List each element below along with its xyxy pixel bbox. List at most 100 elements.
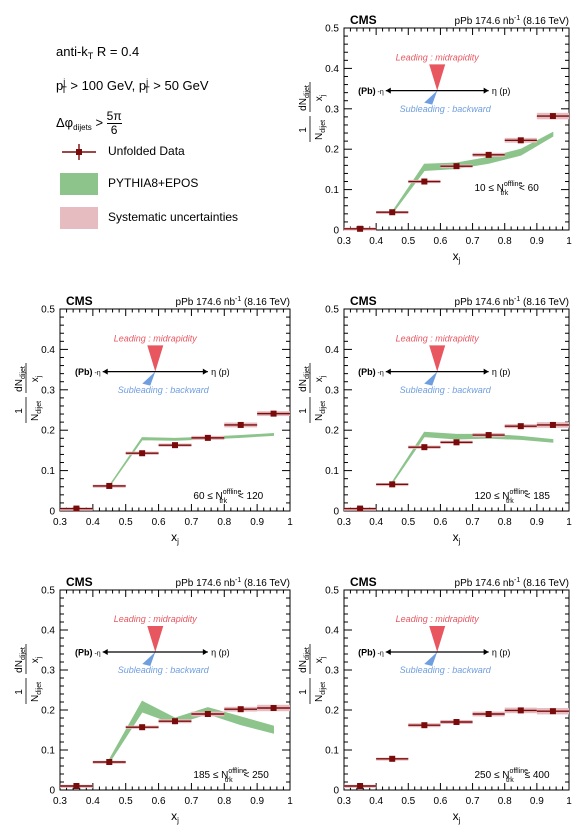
y-label-num: dNdijet xyxy=(14,647,27,673)
x-axis-label-sub: j xyxy=(458,537,461,546)
y-tick-label: 0 xyxy=(49,786,55,797)
model-band xyxy=(391,431,554,485)
data-point xyxy=(73,783,80,789)
sub-cut-sub: T xyxy=(144,85,150,95)
multiplicity-range-label: 185 ≤ Noffline trk < 250 xyxy=(193,768,269,784)
x-tick-label: 0.5 xyxy=(401,796,415,807)
y-label-num-sub: dijet xyxy=(20,647,27,660)
data-point xyxy=(517,137,524,144)
data-point xyxy=(453,163,460,170)
plot-frame xyxy=(343,308,570,512)
chart-panel-2: 0.3 0.4 0.5 0.6 0.7 0.8 0.9 1 0 0.1 0.2 0.3 0.4 0.5 xj… xyxy=(14,294,293,546)
lumi-label: pPb 174.6 nb-1 (8.16 TeV) xyxy=(455,296,569,308)
x-tick-label: 0.5 xyxy=(401,236,415,247)
lumi-label: pPb 174.6 nb-1 (8.16 TeV) xyxy=(176,577,290,589)
dphi-op: > xyxy=(95,114,104,130)
y-label-pre-num: 1 xyxy=(14,689,25,695)
data-point xyxy=(357,783,364,789)
data-point xyxy=(357,225,364,232)
leading-label: Leading : midrapidity xyxy=(114,333,198,343)
pb-label: (Pb) -η xyxy=(358,367,384,377)
data-point xyxy=(389,209,396,216)
chart-panel-3: 0.3 0.4 0.5 0.6 0.7 0.8 0.9 1 0 0.1 0.2 0.3 0.4 0.5 xj… xyxy=(298,294,572,546)
lumi-energy: (8.16 TeV) xyxy=(241,297,290,308)
eta-label: η (p) xyxy=(211,648,230,658)
minus-eta-label: -η xyxy=(93,651,101,658)
lumi-sup: -1 xyxy=(235,577,241,584)
y-label-den: xj xyxy=(314,375,327,382)
range-sup: offline xyxy=(509,489,528,496)
lumi-energy: (8.16 TeV) xyxy=(520,578,569,589)
dphi-den: 6 xyxy=(110,123,118,137)
y-label-pre-num: 1 xyxy=(298,689,309,695)
y-tick-label: 0.1 xyxy=(41,746,55,757)
eta-label: η (p) xyxy=(211,367,230,377)
plot-frame xyxy=(343,589,570,791)
y-tick-label: 0.3 xyxy=(325,385,339,396)
range-hi: < 60 xyxy=(516,183,539,194)
data-point xyxy=(485,151,492,158)
x-tick-label: 0.9 xyxy=(530,517,544,528)
y-label-pre-den: Ndijet xyxy=(314,120,327,140)
plot-frame xyxy=(59,308,291,512)
x-tick-label: 0.6 xyxy=(152,517,166,528)
range-sub: trk xyxy=(506,498,514,505)
lumi-energy: (8.16 TeV) xyxy=(520,16,569,27)
y-tick-label: 0 xyxy=(333,786,339,797)
lumi-sup: -1 xyxy=(514,577,520,584)
data-point xyxy=(357,505,364,512)
legend-item-data: Unfolded Data xyxy=(58,140,298,164)
x-tick-label: 0.6 xyxy=(152,796,166,807)
x-tick-label: 1 xyxy=(566,517,572,528)
y-tick-label: 0.1 xyxy=(325,746,339,757)
y-label-pre-den: Ndijet xyxy=(314,401,327,421)
range-sup: offline xyxy=(228,768,247,775)
range-hi: < 250 xyxy=(241,770,270,781)
y-tick-label: 0.4 xyxy=(41,345,55,356)
eta-arrow-left xyxy=(385,649,391,655)
x-axis-label-sub: j xyxy=(176,537,179,546)
y-label-pre-den-sub: dijet xyxy=(320,682,327,695)
y-tick-label: 0.5 xyxy=(41,586,55,597)
x-tick-label: 0.6 xyxy=(433,517,447,528)
y-label-pre-num: 1 xyxy=(14,408,25,414)
y-tick-label: 0.4 xyxy=(41,626,55,637)
range-sup: offline xyxy=(504,181,523,188)
y-label-pre-den-sub: dijet xyxy=(36,401,43,414)
y-tick-label: 0 xyxy=(333,507,339,518)
sub-cut-value: > 50 GeV xyxy=(153,78,209,93)
legend-syst-label: Systematic uncertainties xyxy=(108,210,239,224)
y-label-num-sub: dijet xyxy=(304,85,311,98)
x-tick-label: 1 xyxy=(287,796,293,807)
legend-data-label: Unfolded Data xyxy=(108,144,185,158)
y-label-pre-den: Ndijet xyxy=(30,401,43,421)
x-tick-label: 0.7 xyxy=(184,796,198,807)
x-tick-label: 1 xyxy=(287,517,293,528)
data-point xyxy=(389,481,396,488)
y-label-den-sub: j xyxy=(320,375,327,378)
range-sub: trk xyxy=(225,777,233,784)
y-tick-label: 0.4 xyxy=(325,626,339,637)
data-point xyxy=(139,450,146,457)
x-tick-label: 0.3 xyxy=(337,796,351,807)
range-sup: offline xyxy=(509,768,528,775)
eta-arrow-left xyxy=(385,368,391,375)
minus-eta-label: -η xyxy=(376,370,384,377)
y-tick-label: 0.5 xyxy=(41,305,55,316)
eta-arrow-left xyxy=(102,649,108,655)
subleading-jet-cone xyxy=(424,652,438,666)
y-label-den-sub: j xyxy=(320,656,327,659)
eta-label: η (p) xyxy=(492,367,511,377)
range-hi: < 185 xyxy=(522,491,551,502)
data-point xyxy=(549,113,556,120)
x-axis-label: xj xyxy=(453,809,461,825)
x-tick-label: 0.6 xyxy=(433,236,447,247)
data-point xyxy=(73,505,80,512)
range-hi: < 120 xyxy=(235,491,264,502)
lumi-energy: (8.16 TeV) xyxy=(241,578,290,589)
dphi-fraction: 5π 6 xyxy=(106,110,122,137)
subleading-label: Subleading : backward xyxy=(400,665,492,675)
